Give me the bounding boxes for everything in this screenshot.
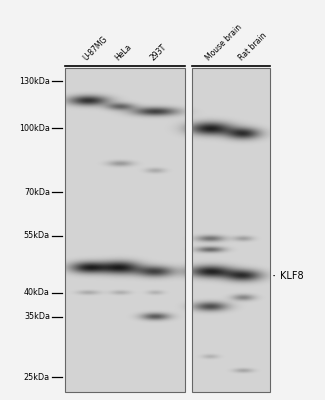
Text: 35kDa: 35kDa <box>24 312 50 321</box>
Bar <box>65 68 185 392</box>
Text: 40kDa: 40kDa <box>24 288 50 297</box>
Text: 100kDa: 100kDa <box>19 124 50 133</box>
Text: 293T: 293T <box>149 42 169 62</box>
Text: 25kDa: 25kDa <box>24 372 50 382</box>
Text: 55kDa: 55kDa <box>24 231 50 240</box>
Bar <box>65 68 185 392</box>
Text: KLF8: KLF8 <box>274 271 304 281</box>
Text: HeLa: HeLa <box>114 42 134 62</box>
Bar <box>192 68 270 392</box>
Text: 70kDa: 70kDa <box>24 188 50 197</box>
Text: Mouse brain: Mouse brain <box>204 22 243 62</box>
Text: U-87MG: U-87MG <box>82 34 110 62</box>
Text: 130kDa: 130kDa <box>19 77 50 86</box>
Bar <box>192 68 270 392</box>
Text: Rat brain: Rat brain <box>237 30 268 62</box>
